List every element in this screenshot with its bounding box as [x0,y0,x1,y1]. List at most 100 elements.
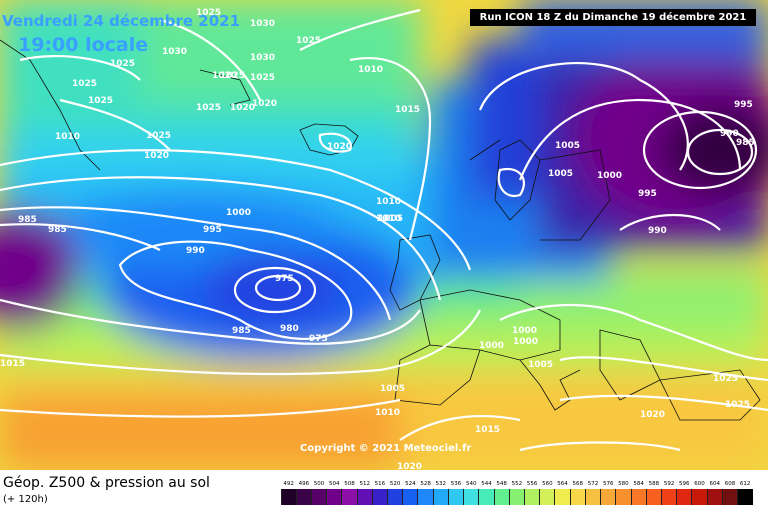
pressure-label: 1005 [528,360,553,370]
pressure-label: 1030 [162,47,187,57]
scale-tick-label: 496 [298,481,310,487]
scale-cell: 556 [524,479,541,509]
scale-swatch [524,489,541,505]
forecast-time: 19:00 locale [18,34,149,56]
scale-swatch [737,489,754,505]
scale-tick-label: 592 [663,481,675,487]
scale-swatch [447,489,465,505]
scale-tick-label: 580 [618,481,629,487]
scale-cell: 588 [645,479,662,509]
scale-tick-label: 540 [465,481,477,487]
scale-tick-label: 512 [359,481,370,487]
pressure-label: 1015 [395,105,420,115]
scale-swatch [554,489,571,505]
scale-tick-label: 604 [709,481,720,487]
scale-swatch [432,489,449,505]
scale-tick-label: 612 [739,481,751,487]
scale-cell: 540 [463,479,480,509]
pressure-label: 1025 [196,8,221,18]
scale-swatch [280,489,297,505]
scale-swatch [569,489,586,505]
scale-cell: 608 [721,479,739,509]
scale-swatch [615,489,632,505]
scale-tick-label: 576 [602,481,614,487]
scale-cell: 580 [615,479,632,509]
scale-tick-label: 528 [420,481,431,487]
forecast-date: Vendredi 24 décembre 2021 [2,12,241,30]
pressure-label: 990 [186,246,205,256]
pressure-label: 1020 [327,142,352,152]
scale-tick-label: 608 [724,481,736,487]
scale-tick-label: 536 [450,481,462,487]
scale-swatch [584,489,602,505]
isobars [0,8,768,452]
scale-tick-label: 584 [633,481,644,487]
pressure-label: 985 [18,215,37,225]
scale-swatch [341,489,358,505]
scale-tick-label: 520 [389,481,401,487]
run-info-banner: Run ICON 18 Z du Dimanche 19 décembre 20… [470,9,756,26]
scale-cell: 516 [371,479,389,509]
scale-swatch [493,489,510,505]
pressure-label: 1025 [220,71,245,81]
scale-swatch [676,489,693,505]
scale-tick-label: 516 [374,481,386,487]
pressure-label: 975 [275,274,294,284]
land-outlines [0,39,761,421]
scale-swatch [660,489,678,505]
scale-cell: 592 [660,479,678,509]
copyright-notice: Copyright © 2021 Meteociel.fr [300,443,472,454]
pressure-label: 1030 [250,53,275,63]
pressure-label: 1015 [0,359,25,369]
scale-swatch [295,489,312,505]
pressure-label: 1005 [548,169,573,179]
scale-swatch [310,489,328,505]
pressure-label: 1020 [212,71,237,81]
pressure-label: 1015 [475,425,500,435]
scale-cell: 604 [706,479,723,509]
scale-cell: 492 [280,479,297,509]
pressure-label: 1005 [555,141,580,151]
pressure-label: 1025 [296,36,321,46]
pressure-label: 995 [638,189,657,199]
scale-tick-label: 600 [694,481,705,487]
scale-swatch [356,489,373,505]
pressure-label: 1010 [376,214,401,224]
pressure-label: 995 [734,100,753,110]
pressure-label: 1020 [144,151,169,161]
scale-swatch [508,489,525,505]
pressure-label: 1010 [358,65,383,75]
scale-swatch [478,489,495,505]
scale-swatch [630,489,647,505]
scale-cell: 532 [432,479,449,509]
scale-swatch [387,489,404,505]
scale-tick-label: 504 [329,481,340,487]
pressure-label: 1010 [375,408,400,418]
scale-tick-label: 560 [542,481,553,487]
legend-title: Géop. Z500 & pression au sol [3,475,210,491]
scale-swatch [645,489,662,505]
scale-swatch [706,489,723,505]
scale-cell: 560 [539,479,556,509]
scale-cell: 512 [356,479,373,509]
scale-cell: 612 [737,479,754,509]
pressure-label: 1025 [110,59,135,69]
pressure-label: 985 [48,225,67,235]
scale-cell: 584 [630,479,647,509]
scale-cell: 504 [326,479,343,509]
scale-swatch [326,489,343,505]
scale-cell: 508 [341,479,358,509]
scale-swatch [691,489,708,505]
pressure-label: 1020 [640,410,665,420]
scale-cell: 520 [387,479,404,509]
scale-swatch [371,489,389,505]
pressure-label: 975 [309,334,328,344]
pressure-label: 1025 [250,73,275,83]
scale-swatch [402,489,419,505]
pressure-label: 1020 [397,462,422,470]
pressure-label: 1025 [196,103,221,113]
scale-swatch [539,489,556,505]
scale-cell: 536 [447,479,465,509]
scale-tick-label: 552 [511,481,523,487]
